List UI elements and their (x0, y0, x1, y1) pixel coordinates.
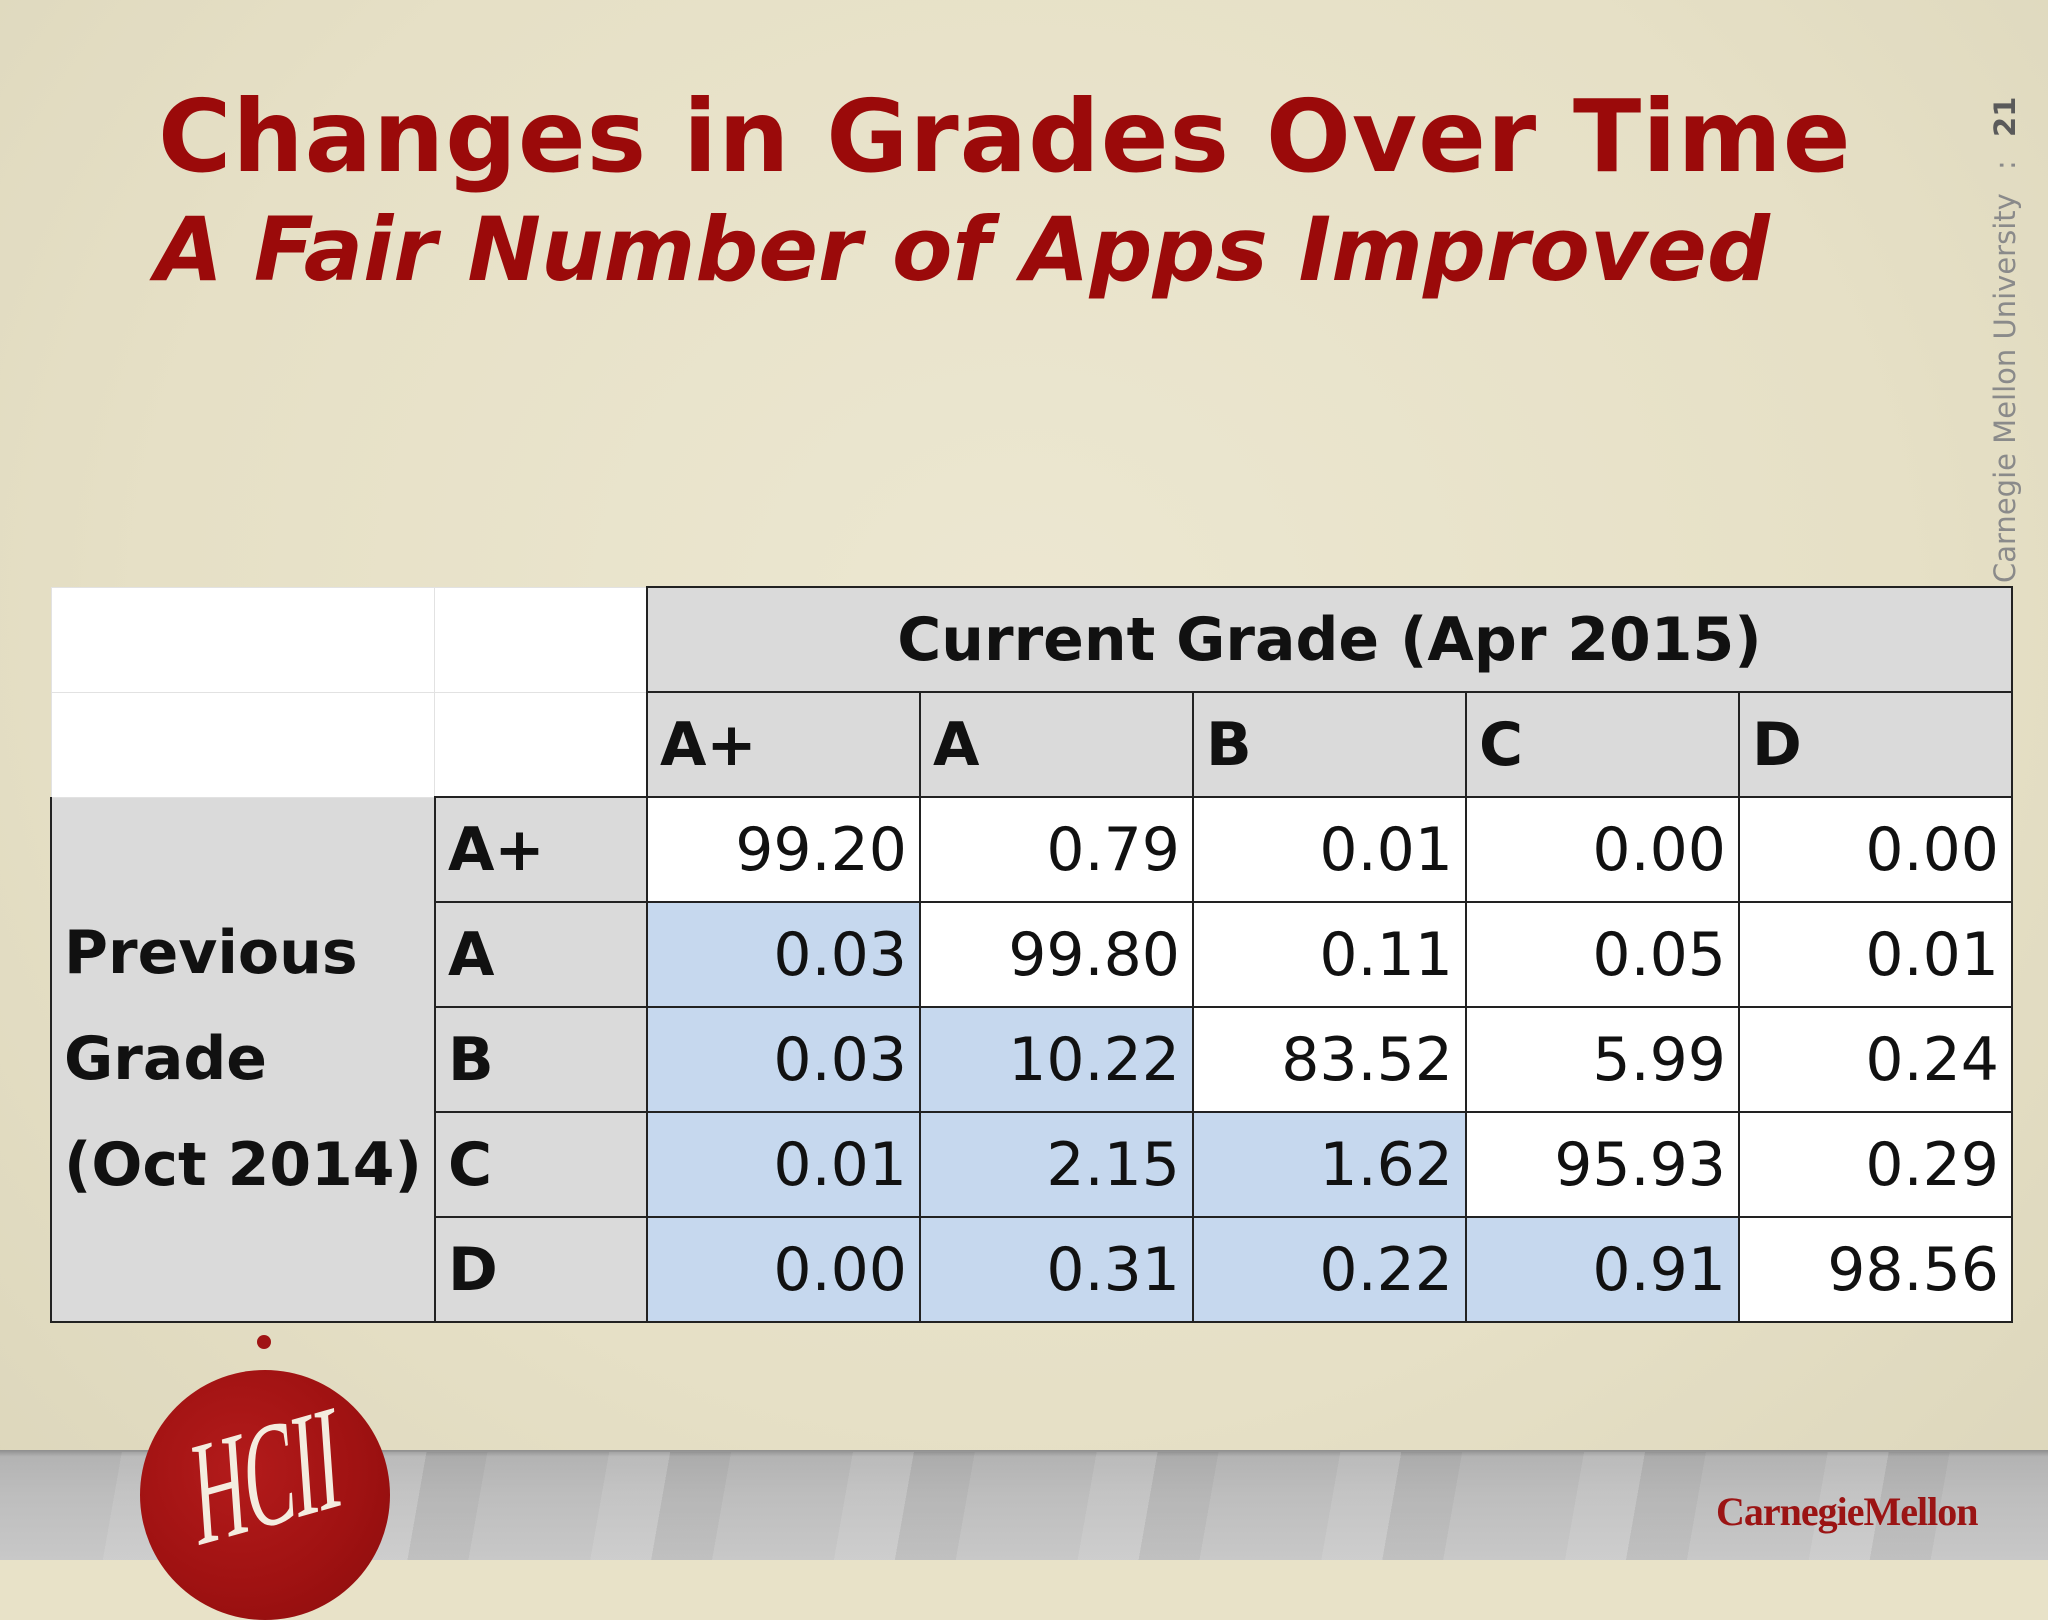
hcii-logo-text: HCII (187, 1373, 344, 1579)
table-cell: 0.01 (1191, 796, 1467, 903)
blank-cell (50, 586, 436, 693)
table-cell-improved: 0.22 (1191, 1216, 1467, 1323)
blank-cell (434, 586, 648, 693)
side-footer-text: Carnegie Mellon University : 21 (1988, 97, 2022, 583)
row-header-a: A (433, 901, 648, 1008)
footer-separator: : (1988, 160, 2022, 170)
table-cell: 0.11 (1191, 901, 1467, 1008)
table-cell: 0.29 (1737, 1111, 2013, 1218)
table-cell: 99.20 (645, 796, 921, 903)
table-header-row-1: Current Grade (Apr 2015) (50, 586, 2013, 693)
side-footer: Carnegie Mellon University : 21 (1958, 78, 2028, 598)
table-row: B 0.03 10.22 83.52 5.99 0.24 (51, 1006, 2013, 1113)
column-header-d: D (1737, 691, 2013, 798)
row-group-title-line: Previous (64, 918, 358, 989)
table-cell: 99.80 (918, 901, 1194, 1008)
column-header-c: C (1464, 691, 1740, 798)
table-row: C 0.01 2.15 1.62 95.93 0.29 (51, 1111, 2013, 1218)
table-cell-improved: 0.91 (1464, 1216, 1740, 1323)
hcii-logo: HCII (130, 1330, 390, 1620)
column-header-a: A (918, 691, 1194, 798)
column-header-b: B (1191, 691, 1467, 798)
page-number: 21 (1988, 96, 2022, 137)
table-cell: 83.52 (1191, 1006, 1467, 1113)
blank-cell (50, 691, 436, 798)
row-header-d: D (433, 1216, 648, 1323)
table-cell: 0.00 (1737, 796, 2013, 903)
column-group-title: Current Grade (Apr 2015) (645, 586, 2013, 693)
table-cell-improved: 2.15 (918, 1111, 1194, 1218)
table-cell: 0.05 (1464, 901, 1740, 1008)
table-cell-improved: 0.31 (918, 1216, 1194, 1323)
footer-org: Carnegie Mellon University (1988, 193, 2022, 583)
table-cell: 5.99 (1464, 1006, 1740, 1113)
slide-subtitle: A Fair Number of Apps Improved (155, 198, 1770, 301)
row-header-b: B (433, 1006, 648, 1113)
row-group-title: Previous Grade (Oct 2014) (50, 797, 435, 1323)
table-cell-improved: 0.00 (645, 1216, 921, 1323)
table-cell-improved: 1.62 (1191, 1111, 1467, 1218)
blank-cell (434, 691, 648, 798)
row-group-title-line: Grade (64, 1024, 267, 1095)
hcii-logo-disc: HCII (140, 1370, 390, 1620)
table-cell-improved: 0.01 (645, 1111, 921, 1218)
table-cell: 0.01 (1737, 901, 2013, 1008)
row-header-a-plus: A+ (433, 796, 648, 903)
table-row: Previous Grade (Oct 2014) A+ 99.20 0.79 … (50, 796, 2013, 1323)
table-header-row-2: A+ A B C D (50, 691, 2013, 798)
grade-transition-table: Current Grade (Apr 2015) A+ A B C D Prev… (50, 586, 2013, 1323)
table-cell: 0.00 (1464, 796, 1740, 903)
table-cell-improved: 0.03 (645, 901, 921, 1008)
row-header-c: C (433, 1111, 648, 1218)
slide-title: Changes in Grades Over Time (158, 78, 1852, 195)
table-cell: 98.56 (1737, 1216, 2013, 1323)
table-cell: 0.24 (1737, 1006, 2013, 1113)
column-header-a-plus: A+ (645, 691, 921, 798)
hcii-logo-dot (257, 1335, 271, 1349)
table-row: A 0.03 99.80 0.11 0.05 0.01 (51, 901, 2013, 1008)
table-cell: 0.79 (918, 796, 1194, 903)
table-cell: 95.93 (1464, 1111, 1740, 1218)
table-cell-improved: 10.22 (918, 1006, 1194, 1113)
row-group-title-line: (Oct 2014) (64, 1130, 422, 1201)
table-row: D 0.00 0.31 0.22 0.91 98.56 (51, 1216, 2013, 1323)
cmu-logo: CarnegieMellon (1716, 1489, 1978, 1534)
table-cell-improved: 0.03 (645, 1006, 921, 1113)
